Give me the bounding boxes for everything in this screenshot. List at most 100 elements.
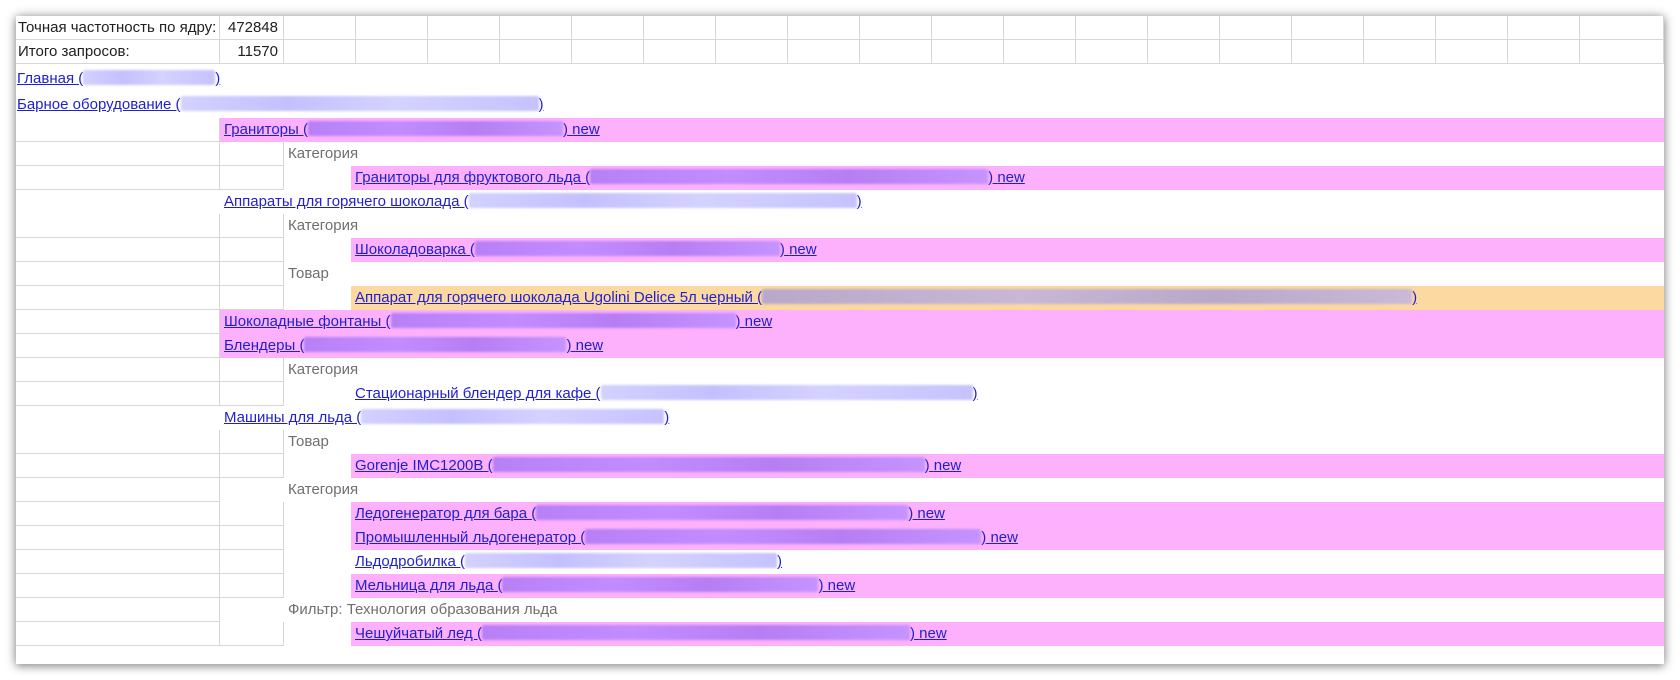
cell-a10[interactable] bbox=[16, 238, 220, 262]
cell-b6[interactable] bbox=[220, 142, 284, 166]
cell-i1[interactable] bbox=[716, 16, 788, 40]
cell-c1[interactable] bbox=[284, 16, 356, 40]
cell-b15[interactable] bbox=[220, 358, 284, 382]
cell-b24[interactable] bbox=[220, 574, 284, 598]
cell-a5[interactable] bbox=[16, 118, 220, 142]
cell-h1[interactable] bbox=[644, 16, 716, 40]
cell-b10[interactable] bbox=[220, 238, 284, 262]
link-flake-ice[interactable]: Чешуйчатый лед () new bbox=[355, 622, 947, 646]
cell-m1[interactable] bbox=[1004, 16, 1076, 40]
cell-m2[interactable] bbox=[1004, 40, 1076, 64]
link-ice-mill[interactable]: Мельница для льда () new bbox=[355, 574, 855, 598]
cell-d2[interactable] bbox=[356, 40, 428, 64]
cell-a1[interactable]: Точная частотность по ядру: bbox=[16, 16, 220, 40]
link-blenders[interactable]: Блендеры () new bbox=[224, 334, 603, 358]
link-granitors-fruit-ice[interactable]: Граниторы для фруктового льда () new bbox=[355, 166, 1025, 190]
link-chocolate-maker-close: ) bbox=[779, 241, 785, 258]
cell-a22[interactable] bbox=[16, 526, 220, 550]
cell-b22[interactable] bbox=[220, 526, 284, 550]
tree-row-ice-crusher: Льдодробилка () bbox=[16, 550, 1664, 574]
cell-b18[interactable] bbox=[220, 430, 284, 454]
exact-frequency-value[interactable]: 472848 bbox=[220, 16, 284, 40]
cell-p1[interactable] bbox=[1220, 16, 1292, 40]
link-root[interactable]: Главная () bbox=[17, 66, 220, 92]
cell-b11[interactable] bbox=[220, 262, 284, 286]
cell-g2[interactable] bbox=[572, 40, 644, 64]
cell-b9[interactable] bbox=[220, 214, 284, 238]
cell-f1[interactable] bbox=[500, 16, 572, 40]
cell-j1[interactable] bbox=[788, 16, 860, 40]
cell-p2[interactable] bbox=[1220, 40, 1292, 64]
link-hot-chocolate[interactable]: Аппараты для горячего шоколада () bbox=[224, 190, 862, 214]
row-total-requests: Итого запросов: 11570 bbox=[16, 40, 1664, 64]
cell-a9[interactable] bbox=[16, 214, 220, 238]
cell-a15[interactable] bbox=[16, 358, 220, 382]
link-ice-crusher[interactable]: Льдодробилка () bbox=[355, 550, 782, 574]
cell-o1[interactable] bbox=[1148, 16, 1220, 40]
cell-a26[interactable] bbox=[16, 622, 220, 646]
link-ice-machines[interactable]: Машины для льда () bbox=[224, 406, 669, 430]
cell-g1[interactable] bbox=[572, 16, 644, 40]
cell-b7[interactable] bbox=[220, 166, 284, 190]
cell-b23[interactable] bbox=[220, 550, 284, 574]
cell-k2[interactable] bbox=[860, 40, 932, 64]
cell-a23[interactable] bbox=[16, 550, 220, 574]
cell-e2[interactable] bbox=[428, 40, 500, 64]
cell-u1[interactable] bbox=[1580, 16, 1664, 40]
cell-r1[interactable] bbox=[1364, 16, 1436, 40]
cell-u2[interactable] bbox=[1580, 40, 1664, 64]
cell-q1[interactable] bbox=[1292, 16, 1364, 40]
cell-b26[interactable] bbox=[220, 622, 284, 646]
new-badge: new bbox=[572, 121, 600, 138]
cell-b19[interactable] bbox=[220, 454, 284, 478]
link-bar-ice-generator[interactable]: Ледогенератор для бара () new bbox=[355, 502, 945, 526]
link-gorenje[interactable]: Gorenje IMC1200B () new bbox=[355, 454, 961, 478]
cell-c2[interactable] bbox=[284, 40, 356, 64]
cell-a11[interactable] bbox=[16, 262, 220, 286]
cell-a7[interactable] bbox=[16, 166, 220, 190]
link-granitors[interactable]: Граниторы () new bbox=[224, 118, 600, 142]
link-ugolini[interactable]: Аппарат для горячего шоколада Ugolini De… bbox=[355, 286, 1417, 310]
link-stationary-blender[interactable]: Стационарный блендер для кафе () bbox=[355, 382, 978, 406]
link-granitors-fruit-ice-close: ) bbox=[988, 169, 994, 186]
cell-a12[interactable] bbox=[16, 286, 220, 310]
cell-d1[interactable] bbox=[356, 16, 428, 40]
link-chocolate-fountains[interactable]: Шоколадные фонтаны () new bbox=[224, 310, 772, 334]
total-requests-value[interactable]: 11570 bbox=[220, 40, 284, 64]
cell-l2[interactable] bbox=[932, 40, 1004, 64]
cell-a6[interactable] bbox=[16, 142, 220, 166]
link-chocolate-maker[interactable]: Шоколадоварка () new bbox=[355, 238, 817, 262]
cell-a20[interactable] bbox=[16, 478, 220, 502]
cell-e1[interactable] bbox=[428, 16, 500, 40]
cell-i2[interactable] bbox=[716, 40, 788, 64]
cell-n1[interactable] bbox=[1076, 16, 1148, 40]
cell-k1[interactable] bbox=[860, 16, 932, 40]
cell-o2[interactable] bbox=[1148, 40, 1220, 64]
cell-n2[interactable] bbox=[1076, 40, 1148, 64]
cell-a25[interactable] bbox=[16, 598, 220, 622]
cell-q2[interactable] bbox=[1292, 40, 1364, 64]
cell-a19[interactable] bbox=[16, 454, 220, 478]
cell-b21[interactable] bbox=[220, 502, 284, 526]
cell-j2[interactable] bbox=[788, 40, 860, 64]
cell-b16[interactable] bbox=[220, 382, 284, 406]
cell-a14[interactable] bbox=[16, 334, 220, 358]
cell-t2[interactable] bbox=[1508, 40, 1580, 64]
tree-row-category-1: Категория bbox=[16, 142, 1664, 166]
cell-s2[interactable] bbox=[1436, 40, 1508, 64]
cell-f2[interactable] bbox=[500, 40, 572, 64]
cell-a18[interactable] bbox=[16, 430, 220, 454]
cell-b12[interactable] bbox=[220, 286, 284, 310]
cell-a13[interactable] bbox=[16, 310, 220, 334]
cell-t1[interactable] bbox=[1508, 16, 1580, 40]
cell-a21[interactable] bbox=[16, 502, 220, 526]
cell-h2[interactable] bbox=[644, 40, 716, 64]
link-industrial-ice-generator[interactable]: Промышленный льдогенератор () new bbox=[355, 526, 1018, 550]
link-bar-equipment[interactable]: Барное оборудование () bbox=[17, 92, 544, 118]
cell-l1[interactable] bbox=[932, 16, 1004, 40]
cell-a2[interactable]: Итого запросов: bbox=[16, 40, 220, 64]
cell-r2[interactable] bbox=[1364, 40, 1436, 64]
cell-a16[interactable] bbox=[16, 382, 220, 406]
cell-s1[interactable] bbox=[1436, 16, 1508, 40]
cell-a24[interactable] bbox=[16, 574, 220, 598]
